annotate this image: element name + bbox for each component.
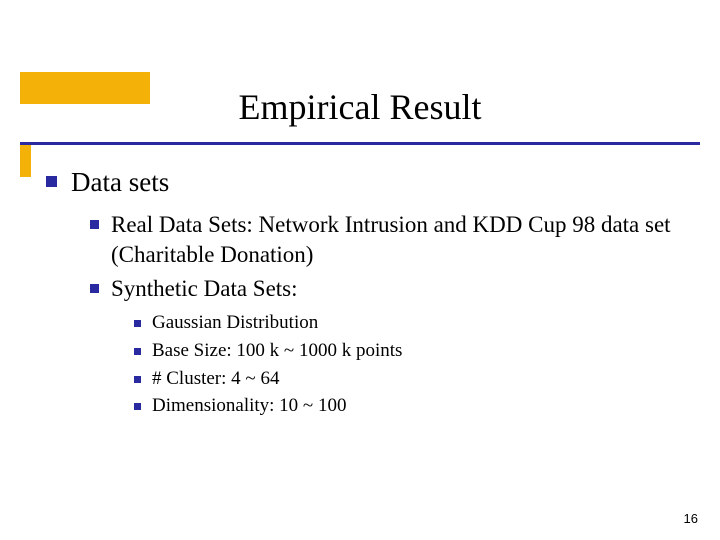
square-bullet-icon xyxy=(90,220,99,229)
square-bullet-icon xyxy=(90,284,99,293)
list-item-label: Base Size: 100 k ~ 1000 k points xyxy=(152,339,402,364)
page-number: 16 xyxy=(684,511,698,526)
slide-content: Data sets Real Data Sets: Network Intrus… xyxy=(46,166,690,422)
accent-box-left xyxy=(20,145,31,177)
list-item: Base Size: 100 k ~ 1000 k points xyxy=(134,339,690,364)
square-bullet-icon xyxy=(134,320,141,327)
list-item: Data sets xyxy=(46,166,690,200)
list-level-3: Gaussian Distribution Base Size: 100 k ~… xyxy=(134,311,690,419)
list-item: # Cluster: 4 ~ 64 xyxy=(134,367,690,392)
list-level-2: Real Data Sets: Network Intrusion and KD… xyxy=(90,210,690,419)
list-item: Real Data Sets: Network Intrusion and KD… xyxy=(90,210,690,270)
square-bullet-icon xyxy=(46,176,57,187)
list-item-label: Synthetic Data Sets: xyxy=(111,274,298,304)
slide-title: Empirical Result xyxy=(0,86,720,128)
list-item-label: Gaussian Distribution xyxy=(152,311,318,336)
list-item-label: Data sets xyxy=(71,166,169,200)
list-item-label: Dimensionality: 10 ~ 100 xyxy=(152,394,346,419)
title-underline xyxy=(20,142,700,145)
square-bullet-icon xyxy=(134,348,141,355)
list-item: Gaussian Distribution xyxy=(134,311,690,336)
list-item-label: # Cluster: 4 ~ 64 xyxy=(152,367,279,392)
square-bullet-icon xyxy=(134,403,141,410)
list-item-label: Real Data Sets: Network Intrusion and KD… xyxy=(111,210,690,270)
list-item: Synthetic Data Sets: xyxy=(90,274,690,304)
square-bullet-icon xyxy=(134,376,141,383)
list-item: Dimensionality: 10 ~ 100 xyxy=(134,394,690,419)
